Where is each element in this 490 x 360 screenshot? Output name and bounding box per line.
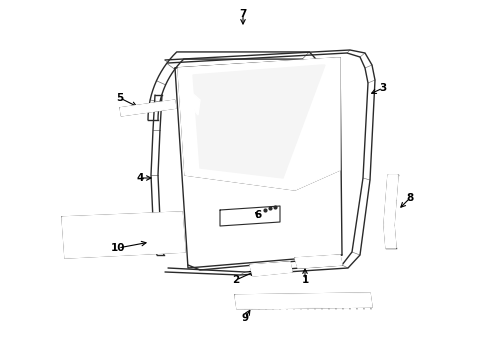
Text: 4: 4 bbox=[136, 173, 144, 183]
Text: 10: 10 bbox=[111, 243, 125, 253]
Polygon shape bbox=[183, 85, 200, 115]
Polygon shape bbox=[250, 262, 292, 276]
Text: 3: 3 bbox=[379, 83, 387, 93]
Text: 1: 1 bbox=[301, 275, 309, 285]
Text: 5: 5 bbox=[117, 93, 123, 103]
Polygon shape bbox=[120, 100, 176, 116]
Text: 7: 7 bbox=[239, 9, 246, 19]
Polygon shape bbox=[178, 58, 340, 190]
Text: 8: 8 bbox=[406, 193, 414, 203]
Text: 6: 6 bbox=[254, 210, 262, 220]
Polygon shape bbox=[384, 175, 398, 248]
Text: 2: 2 bbox=[232, 275, 240, 285]
Polygon shape bbox=[235, 293, 372, 309]
Polygon shape bbox=[295, 255, 342, 268]
Polygon shape bbox=[62, 212, 185, 258]
Polygon shape bbox=[193, 65, 325, 178]
Polygon shape bbox=[175, 58, 342, 268]
Text: 9: 9 bbox=[242, 313, 248, 323]
